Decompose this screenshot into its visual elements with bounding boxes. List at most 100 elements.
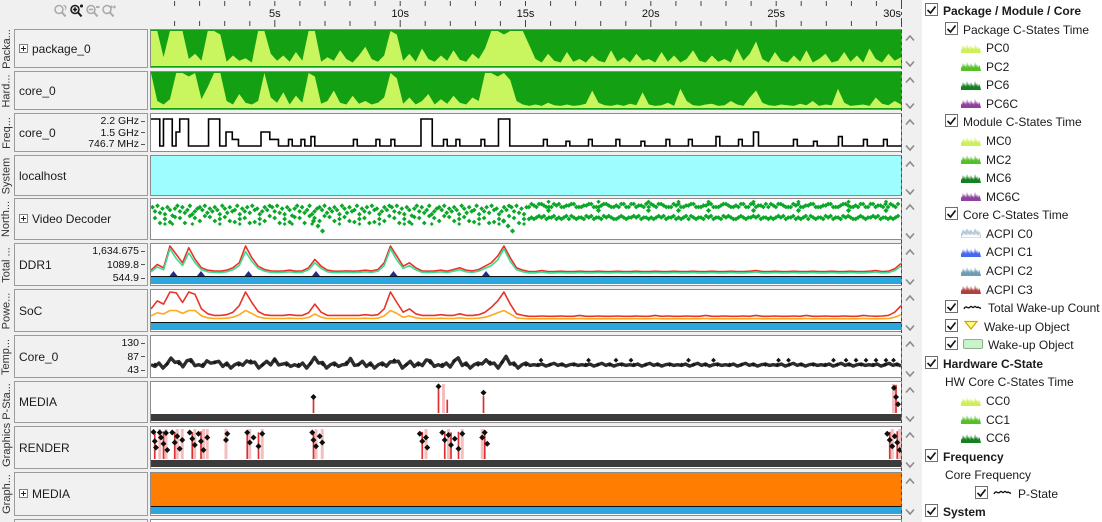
chart-render_wakeups[interactable] [150,426,902,469]
checkbox-core-cstates-time[interactable] [945,207,958,223]
legend-item-package-module-core[interactable]: Package / Module / Core [925,3,1081,19]
row-label-next_row_partial[interactable] [14,519,148,522]
chart-package_0[interactable] [150,29,902,68]
legend-item-acpi-c0: ACPI C0 [960,226,1033,242]
row-down-arrow-core_0_frequency[interactable] [904,141,917,152]
legend-item-total-wakeup-count[interactable]: Total Wake-up Count [945,300,1100,316]
axis-value: 2.2 GHz [100,115,145,127]
legend-item-core-frequency: Core Frequency [945,467,1031,483]
row-label-ddr1[interactable]: DDR1 1,634.675 1089.8 544.9 [14,243,148,286]
svg-text:20s: 20s [642,8,660,20]
row-label-video_decoder[interactable]: Video Decoder [14,198,148,240]
area-icon [961,394,981,409]
legend-item-module-cstates-time[interactable]: Module C-States Time [945,114,1082,130]
chart-core_0_frequency[interactable] [150,113,902,152]
squiggle-icon [963,301,983,316]
row-up-arrow-media_cstate[interactable] [904,474,917,485]
timeline-ruler: 5s 10s 15s 20s 25s 30s [174,1,902,27]
checkbox-frequency[interactable] [925,448,938,465]
row-up-arrow-localhost[interactable] [904,157,917,168]
chart-soc[interactable] [150,289,902,332]
chart-core_0_cstates[interactable] [150,71,902,110]
legend-item-system[interactable]: System [925,504,986,520]
chart-localhost[interactable] [150,155,902,196]
expand-icon[interactable] [19,487,28,501]
axis-value: 1089.8 [107,259,145,271]
chart-ddr1[interactable] [150,243,902,286]
row-up-arrow-soc[interactable] [904,291,917,302]
legend-item-wakeup-object-span[interactable]: Wake-up Object [945,337,1074,353]
legend-item-hardware-cstate[interactable]: Hardware C-State [925,355,1043,372]
row-label-media_wakeups[interactable]: MEDIA [14,381,148,423]
row-down-arrow-media_cstate[interactable] [904,505,917,516]
row-up-arrow-ddr1[interactable] [904,245,917,256]
row-label-package_0[interactable]: package_0 [14,29,148,68]
axis-value: 1.5 GHz [100,127,145,139]
row-down-arrow-package_0[interactable] [904,57,917,68]
legend-item-wakeup-object-flag[interactable]: Wake-up Object [945,318,1070,335]
row-up-arrow-video_decoder[interactable] [904,200,917,211]
legend-label: MC6 [986,171,1012,186]
row-down-arrow-render_wakeups[interactable] [904,458,917,469]
checkbox-package-cstates-time[interactable] [945,21,958,38]
row-up-arrow-render_wakeups[interactable] [904,428,917,439]
legend-item-core-cstates-time[interactable]: Core C-States Time [945,207,1068,223]
row-label-soc[interactable]: SoC [14,289,148,332]
zoom-out-button[interactable] [85,3,100,19]
row-up-arrow-media_wakeups[interactable] [904,383,917,394]
checkbox-total-wakeup-count[interactable] [945,300,958,316]
legend-label: PC2 [986,59,1010,74]
checkbox-module-cstates-time[interactable] [945,114,958,130]
row-up-arrow-package_0[interactable] [904,31,917,42]
row-down-arrow-core_0_cstates[interactable] [904,99,917,110]
legend-item-package-cstates-time[interactable]: Package C-States Time [945,21,1090,38]
legend-label: P-State [1018,486,1059,501]
chart-core_0_temperature[interactable] [150,335,902,378]
area-icon [961,41,981,56]
chart-video_decoder[interactable] [150,198,902,240]
row-down-arrow-ddr1[interactable] [904,275,917,286]
squiggle-icon [993,486,1013,501]
checkbox-wakeup-object-flag[interactable] [945,318,958,335]
row-up-arrow-core_0_frequency[interactable] [904,115,917,126]
row-label-core_0_frequency[interactable]: core_0 2.2 GHz 1.5 GHz 746.7 MHz [14,113,148,152]
legend-item-frequency[interactable]: Frequency [925,448,1004,465]
checkbox-wakeup-object-span[interactable] [945,337,958,353]
checkbox-p-state[interactable] [975,485,988,502]
row-down-arrow-media_wakeups[interactable] [904,412,917,423]
checkbox-hardware-cstate[interactable] [925,355,938,372]
legend-item-pc6c: PC6C [961,96,1018,112]
row-title: Video Decoder [32,212,112,226]
zoom-in-button[interactable] [69,3,84,19]
row-label-core_0_temperature[interactable]: Core_0 130 87 43 [14,335,148,378]
row-label-render_wakeups[interactable]: RENDER [14,426,148,469]
chart-media_cstate[interactable] [150,472,902,516]
legend-item-pc6: PC6 [961,77,1009,93]
expand-icon[interactable] [19,42,28,56]
legend-label: Package C-States Time [963,22,1090,37]
row-title: package_0 [32,41,91,56]
legend-item-cc6: CC6 [961,430,1010,446]
checkbox-package-module-core[interactable] [925,3,938,19]
row-up-arrow-core_0_cstates[interactable] [904,73,917,84]
row-label-core_0_cstates[interactable]: core_0 [14,71,148,110]
area-icon [961,96,981,111]
legend-item-p-state[interactable]: P-State [975,485,1059,502]
row-down-arrow-core_0_temperature[interactable] [904,367,917,378]
zoom-undo-button[interactable] [53,3,68,19]
row-down-arrow-localhost[interactable] [904,185,917,196]
row-label-localhost[interactable]: localhost [14,155,148,196]
checkbox-system[interactable] [925,504,938,520]
legend-label: CC0 [986,394,1011,408]
row-label-media_cstate[interactable]: MEDIA [14,472,148,516]
row-down-arrow-video_decoder[interactable] [904,229,917,240]
row-title: MEDIA [32,487,71,501]
chart-media_wakeups[interactable] [150,381,902,423]
row-up-arrow-core_0_temperature[interactable] [904,337,917,348]
zoom-reset-button[interactable] [101,3,117,19]
expand-icon[interactable] [19,212,28,226]
area-icon [960,226,982,241]
metrics-legend-panel: Package / Module / Core Package C-States … [922,0,1102,522]
row-down-arrow-soc[interactable] [904,321,917,332]
row-title: core_0 [19,125,56,140]
